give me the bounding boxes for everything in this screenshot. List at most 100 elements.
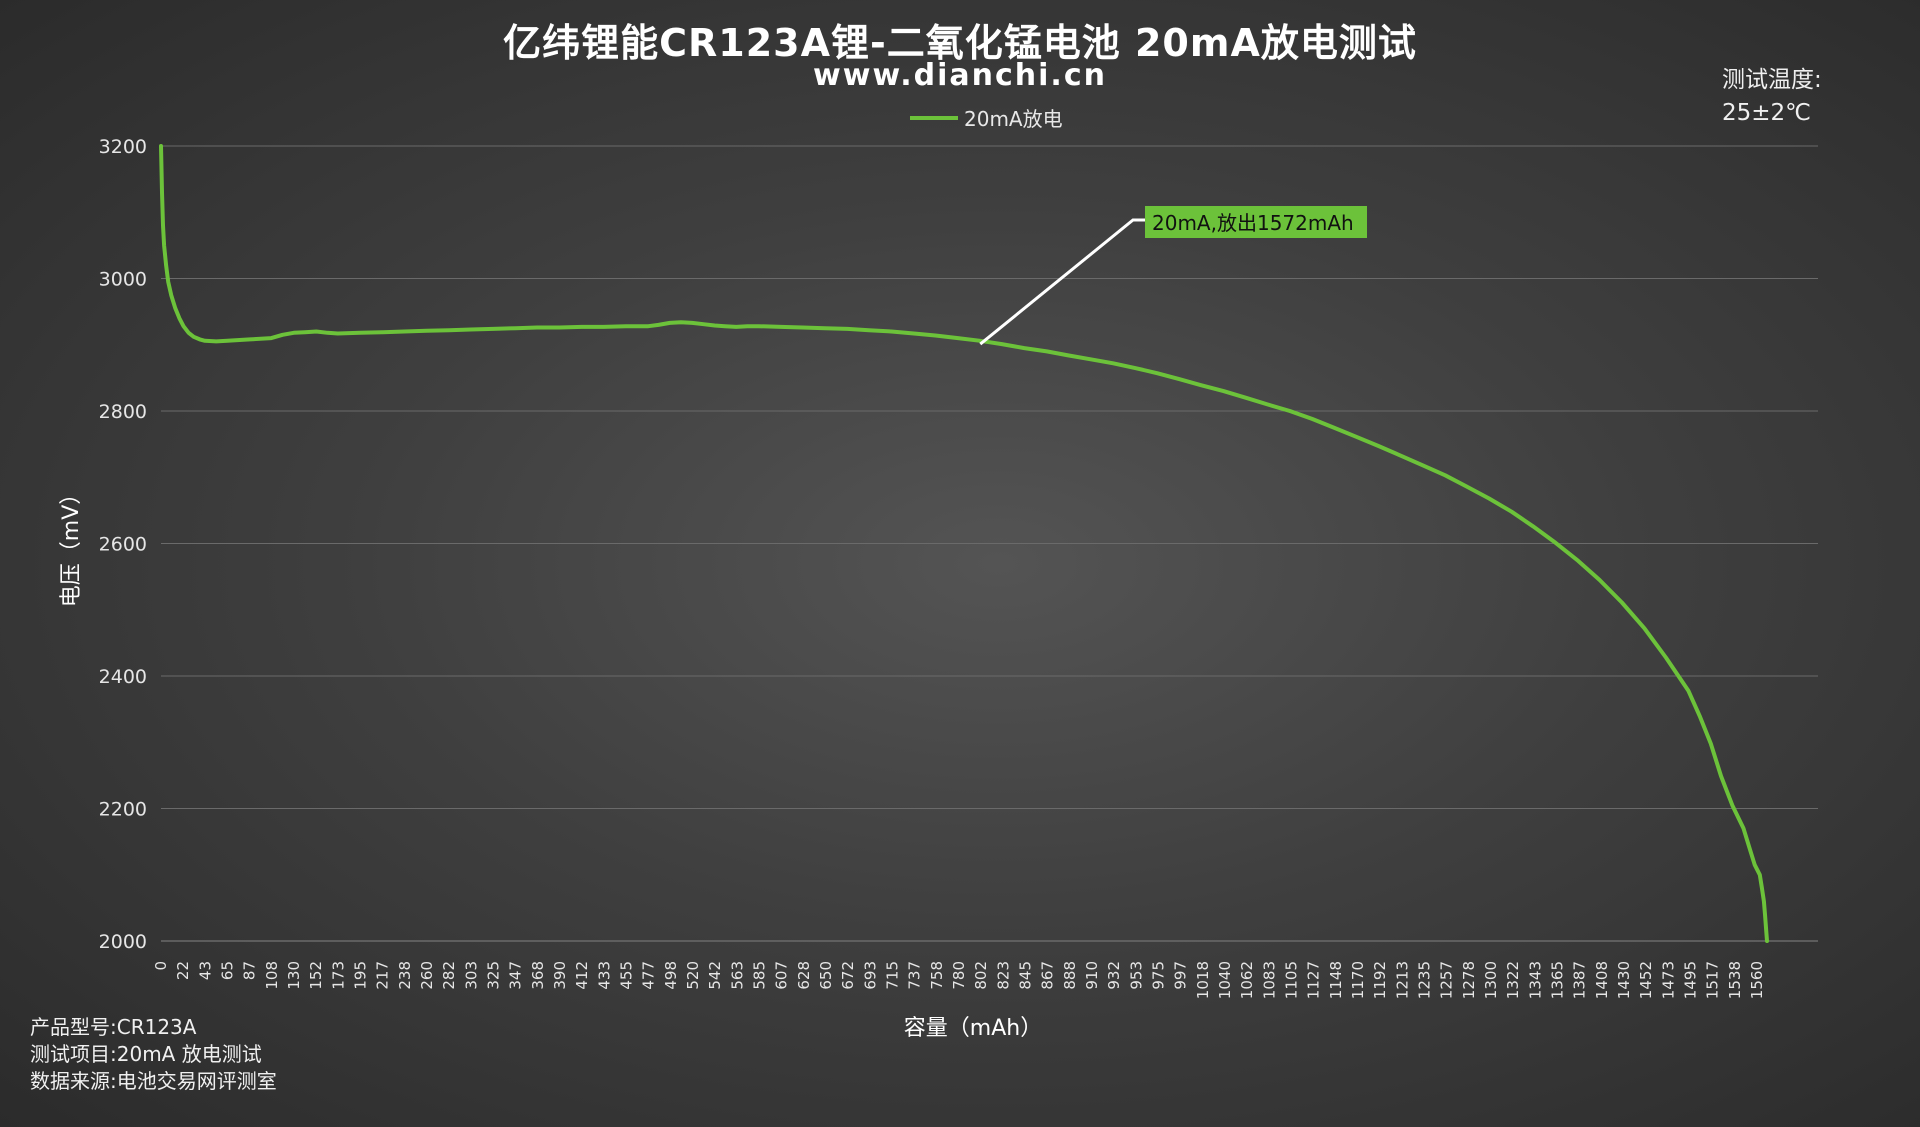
x-tick-label: 260 [418,961,436,990]
x-tick-label: 1387 [1571,961,1589,999]
x-tick-label: 347 [507,961,525,990]
x-tick-label: 1538 [1726,961,1744,999]
x-tick-label: 715 [884,961,902,990]
x-tick-label: 217 [374,961,392,990]
x-tick-label: 152 [307,961,325,990]
model-label: 产品型号: [30,1015,117,1039]
annotation-box [1145,206,1367,238]
x-tick-label: 585 [751,961,769,990]
annotation: 20mA,放出1572mAh [979,206,1367,346]
legend-label: 20mA放电 [964,107,1063,131]
model-line: 产品型号:CR123A [30,1014,277,1041]
x-tick-label: 975 [1150,961,1168,990]
x-tick-label: 22 [174,961,192,980]
y-tick-label: 2000 [99,931,147,953]
x-tick-label: 1473 [1659,961,1677,999]
x-tick-label: 542 [706,961,724,990]
x-tick-label: 238 [396,961,414,990]
x-tick-label: 1517 [1704,961,1722,999]
x-tick-label: 628 [795,961,813,990]
x-tick-label: 888 [1061,961,1079,990]
x-tick-label: 737 [906,961,924,990]
temperature-note: 测试温度: 25±2℃ [1722,64,1822,130]
x-tick-label: 1430 [1615,961,1633,999]
x-tick-label: 1408 [1593,961,1611,999]
x-tick-label: 867 [1039,961,1057,990]
x-tick-label: 433 [595,961,613,990]
x-tick-label: 563 [728,961,746,990]
annotation-text: 20mA,放出1572mAh [1152,211,1354,235]
x-tick-label: 780 [950,961,968,990]
y-tick-label: 3000 [99,269,147,291]
x-tick-label: 1452 [1637,961,1655,999]
x-tick-label: 43 [196,961,214,980]
x-tick-label: 1192 [1371,961,1389,999]
y-tick-label: 2800 [99,401,147,423]
x-tick-label: 477 [640,961,658,990]
x-tick-label: 1083 [1260,961,1278,999]
source-label: 数据来源: [30,1069,117,1093]
chart-title: 亿纬锂能CR123A锂-二氧化锰电池 20mA放电测试 [503,21,1417,65]
x-tick-label: 845 [1017,961,1035,990]
series-line-20ma [159,144,1769,943]
x-tick-label: 802 [972,961,990,990]
test-info: 产品型号:CR123A 测试项目:20mA 放电测试 数据来源:电池交易网评测室 [30,1014,277,1095]
x-tick-label: 0 [152,961,170,971]
x-tick-label: 130 [285,961,303,990]
x-tick-label: 87 [241,961,259,980]
temperature-label: 测试温度: [1722,67,1822,93]
model-value: CR123A [116,1015,197,1039]
temperature-value: 25±2℃ [1722,100,1812,126]
x-tick-label: 65 [219,961,237,980]
x-tick-label: 1300 [1482,961,1500,999]
x-tick-label: 1127 [1305,961,1323,999]
y-axis-label: 电压（mV） [59,483,84,607]
x-tick-label: 607 [773,961,791,990]
x-tick-label: 1018 [1194,961,1212,999]
x-tick-label: 932 [1105,961,1123,990]
x-tick-label: 1235 [1416,961,1434,999]
source-line: 数据来源:电池交易网评测室 [30,1068,277,1095]
x-tick-label: 1343 [1526,961,1544,999]
x-tick-label: 1148 [1327,961,1345,999]
x-tick-label: 1170 [1349,961,1367,999]
annotation-leader-line [979,218,1145,346]
x-tick-label: 108 [263,961,281,990]
x-tick-label: 303 [462,961,480,990]
x-tick-label: 195 [352,961,370,990]
x-tick-label: 282 [440,961,458,990]
chart-subtitle: www.dianchi.cn [813,58,1107,93]
x-tick-label: 910 [1083,961,1101,990]
x-tick-label: 1213 [1393,961,1411,999]
x-tick-label: 1062 [1238,961,1256,999]
x-tick-label: 650 [817,961,835,990]
y-tick-label: 2600 [99,534,147,556]
x-tick-label: 672 [839,961,857,990]
legend: 20mA放电 [910,107,1063,131]
x-tick-label: 1040 [1216,961,1234,999]
x-tick-label: 498 [662,961,680,990]
x-tick-label: 368 [529,961,547,990]
test-line: 测试项目:20mA 放电测试 [30,1041,277,1068]
x-tick-label: 1278 [1460,961,1478,999]
x-tick-label: 390 [551,961,569,990]
x-tick-label: 758 [928,961,946,990]
y-tick-label: 3200 [99,136,147,158]
x-tick-label: 455 [618,961,636,990]
x-tick-label: 953 [1127,961,1145,990]
x-tick-label: 997 [1172,961,1190,990]
x-axis-label: 容量（mAh） [904,1016,1042,1041]
x-tick-label: 1560 [1748,961,1766,999]
y-tick-label: 2400 [99,666,147,688]
test-label: 测试项目: [30,1042,117,1066]
x-tick-label: 412 [573,961,591,990]
x-tick-label: 520 [684,961,702,990]
y-tick-label: 2200 [99,799,147,821]
x-tick-label: 1365 [1549,961,1567,999]
x-tick-label: 1257 [1438,961,1456,999]
x-tick-label: 1495 [1682,961,1700,999]
x-tick-label: 173 [329,961,347,990]
x-tick-label: 325 [485,961,503,990]
